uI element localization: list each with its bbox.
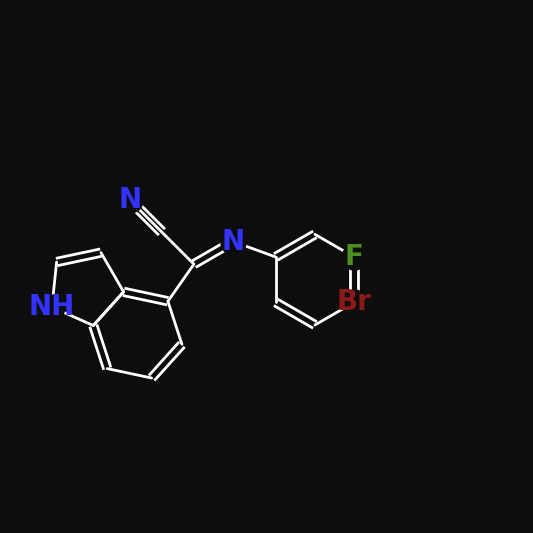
Text: N: N bbox=[118, 186, 141, 214]
Text: F: F bbox=[345, 243, 364, 271]
Text: Br: Br bbox=[337, 288, 372, 316]
Text: N: N bbox=[222, 228, 245, 255]
Text: NH: NH bbox=[29, 293, 75, 321]
